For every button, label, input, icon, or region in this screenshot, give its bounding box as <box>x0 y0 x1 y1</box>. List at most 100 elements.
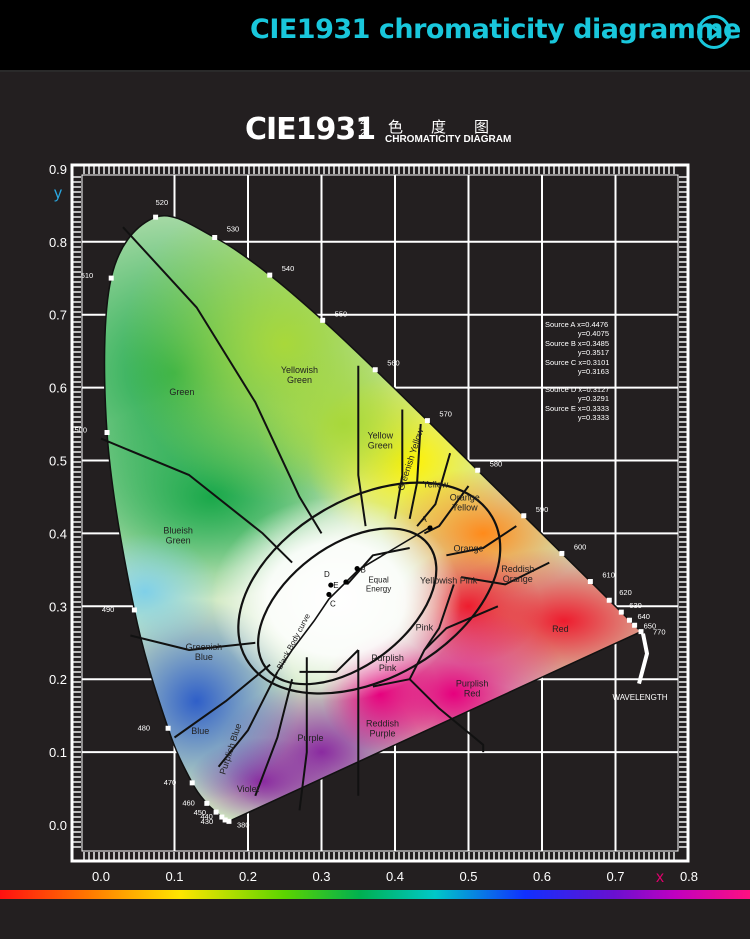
wavelength-marker <box>638 629 644 635</box>
x-tick-label: 0.2 <box>239 869 257 884</box>
region-boundary <box>217 671 279 768</box>
wavelength-title: WAVELENGTH <box>612 693 667 702</box>
region-label: Green <box>169 387 194 397</box>
wavelength-pointer <box>637 633 650 685</box>
wavelength-label: 650 <box>644 621 657 630</box>
source-legend-y: y=0.3517 <box>578 348 609 357</box>
wavelength-marker <box>212 234 218 240</box>
wavelength-label: 770 <box>653 628 666 637</box>
wavelength-label: 570 <box>439 410 452 419</box>
y-tick-label: 0.9 <box>49 162 67 177</box>
wavelength-label: 500 <box>75 426 88 435</box>
wavelength-marker <box>213 809 219 815</box>
wavelength-marker <box>521 513 527 519</box>
region-label: Green <box>368 441 393 451</box>
region-label: Orange <box>450 493 480 503</box>
source-label-d: D <box>324 570 330 579</box>
wavelength-label: 530 <box>227 224 240 233</box>
region-boundary <box>298 657 308 811</box>
region-boundary <box>423 485 470 535</box>
wavelength-marker <box>104 430 110 436</box>
wavelength-label: 520 <box>156 198 169 207</box>
chart-frame <box>70 163 690 863</box>
wavelength-marker <box>372 367 378 373</box>
region-boundary <box>446 525 517 557</box>
wavelength-marker <box>424 418 430 424</box>
region-label: Yellowish <box>281 365 318 375</box>
chart-title-english: CHROMATICITY DIAGRAM <box>385 134 512 145</box>
y-tick-label: 0.5 <box>49 454 67 469</box>
source-legend-x: Source C x=0.3101 <box>545 358 609 367</box>
color-blob <box>255 351 432 497</box>
wavelength-label: 490 <box>102 605 115 614</box>
wavelength-label: 440 <box>200 812 213 821</box>
wavelength-label: 640 <box>637 612 650 621</box>
wavelength-label: 470 <box>164 778 177 787</box>
y-tick-label: 0.1 <box>49 745 67 760</box>
y-tick-label: 0.2 <box>49 672 67 687</box>
region-label: Red <box>552 624 569 634</box>
region-label: Greenish <box>186 642 223 652</box>
chevron-right-icon <box>708 23 721 41</box>
region-label: Orange <box>453 544 483 554</box>
wavelength-marker <box>320 317 326 323</box>
wavelength-marker <box>475 467 481 473</box>
region-label: Purplish <box>456 678 489 688</box>
x-tick-label: 0.3 <box>312 869 330 884</box>
wavelength-label: 430 <box>201 817 214 826</box>
source-label-a: A <box>421 515 427 524</box>
source-label-c: C <box>330 599 336 608</box>
x-tick-label: 0.0 <box>92 869 110 884</box>
color-blob <box>211 496 462 702</box>
region-label: Reddish <box>366 719 399 729</box>
wavelength-marker <box>222 817 228 823</box>
source-legend-y: y=0.3333 <box>578 413 609 422</box>
x-tick-label: 0.7 <box>606 869 624 884</box>
region-boundary <box>173 663 271 739</box>
outer-boundary <box>237 481 502 695</box>
color-blob <box>104 533 219 651</box>
wavelength-label: 450 <box>194 808 207 817</box>
region-boundaries <box>100 215 643 823</box>
region-boundary <box>408 678 485 753</box>
x-axis-label: x <box>656 869 664 886</box>
wavelength-label: 630 <box>629 601 642 610</box>
equal-energy-label: Equal <box>368 576 389 585</box>
source-label-e: E <box>333 581 338 590</box>
page-header: CIE1931 chromaticity diagramme <box>0 0 750 72</box>
region-label: Yellow <box>452 503 478 513</box>
source-legend-y: y=0.4075 <box>578 329 609 338</box>
source-legend-x: Source A x=0.4476 <box>545 320 608 329</box>
wavelength-marker <box>618 609 624 615</box>
wavelength-marker <box>153 214 159 220</box>
source-label-b: B <box>360 566 365 575</box>
source-point-c <box>326 591 332 598</box>
y-axis-label: y <box>54 185 62 202</box>
source-legend-y: y=0.3163 <box>578 367 609 376</box>
region-boundary <box>346 547 410 586</box>
region-label: Green <box>287 375 312 385</box>
wavelength-marker <box>204 800 210 806</box>
wavelength-marker <box>131 607 137 613</box>
region-label: Blue <box>195 652 213 662</box>
y-tick-label: 0.4 <box>49 526 67 541</box>
region-label: Purple <box>297 733 323 743</box>
wavelength-marker <box>165 725 171 731</box>
wavelength-marker <box>626 617 632 623</box>
region-label: Yellow <box>367 431 393 441</box>
spectrum-bar <box>0 890 750 899</box>
region-label: Pink <box>416 622 434 632</box>
chart-title-observer: 2° 2° <box>360 116 370 139</box>
region-label: Green <box>166 535 191 545</box>
x-tick-label: 0.8 <box>680 869 698 884</box>
source-point-e <box>343 579 349 585</box>
region-boundary <box>408 423 422 519</box>
wavelength-label: 610 <box>602 571 615 580</box>
x-tick-label: 0.1 <box>165 869 183 884</box>
region-boundary <box>122 226 323 534</box>
source-legend-y: y=0.3291 <box>578 394 609 403</box>
source-legend-x: Source E x=0.3333 <box>545 404 609 413</box>
next-button[interactable] <box>697 15 731 49</box>
wavelength-label: 590 <box>536 505 549 514</box>
